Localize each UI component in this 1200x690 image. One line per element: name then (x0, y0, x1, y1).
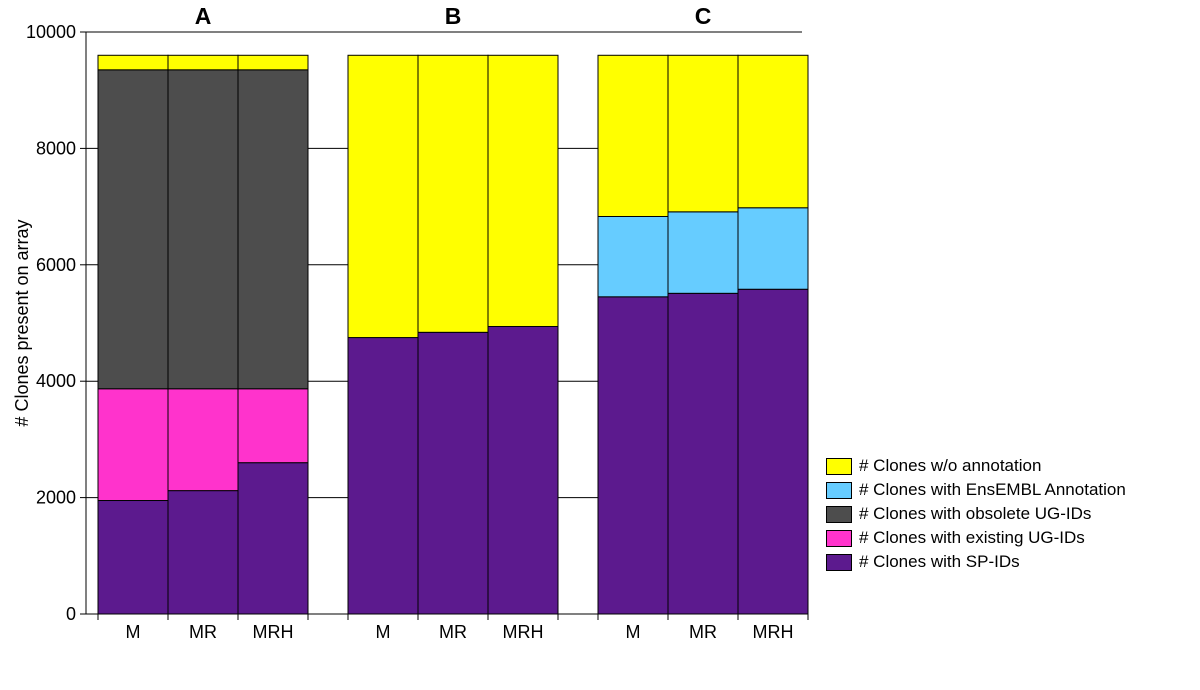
legend-swatch (826, 506, 852, 523)
x-tick-label: M (126, 622, 141, 642)
x-tick-label: M (376, 622, 391, 642)
bar-segment-sp (168, 491, 238, 614)
bar-segment-sp (348, 338, 418, 614)
bar-segment-ug_exist (238, 389, 308, 463)
bar-segment-no_anno (598, 55, 668, 216)
legend-item-no_anno: # Clones w/o annotation (826, 456, 1126, 476)
bar-segment-ug_obs (168, 70, 238, 389)
panel-label: B (445, 3, 462, 29)
x-tick-label: MR (439, 622, 467, 642)
x-tick-label: M (626, 622, 641, 642)
legend-label: # Clones with EnsEMBL Annotation (859, 480, 1126, 500)
bar-segment-sp (418, 332, 488, 614)
y-tick-label: 4000 (36, 371, 76, 391)
bar-segment-ensembl (598, 216, 668, 296)
bar-segment-sp (668, 293, 738, 614)
y-tick-label: 0 (66, 604, 76, 624)
y-tick-label: 8000 (36, 138, 76, 158)
legend-item-ensembl: # Clones with EnsEMBL Annotation (826, 480, 1126, 500)
bar-segment-no_anno (238, 55, 308, 70)
y-axis-title: # Clones present on array (12, 219, 32, 426)
bar-segment-no_anno (418, 55, 488, 332)
bar-segment-no_anno (168, 55, 238, 70)
bar-segment-no_anno (668, 55, 738, 212)
legend-swatch (826, 458, 852, 475)
panel-label: A (195, 3, 212, 29)
bar-segment-ug_exist (168, 389, 238, 491)
x-tick-label: MRH (253, 622, 294, 642)
legend-label: # Clones with obsolete UG-IDs (859, 504, 1091, 524)
legend-label: # Clones w/o annotation (859, 456, 1041, 476)
bar-segment-sp (238, 463, 308, 614)
x-tick-label: MRH (753, 622, 794, 642)
x-tick-label: MR (189, 622, 217, 642)
x-tick-label: MRH (503, 622, 544, 642)
bar-segment-ug_obs (98, 70, 168, 389)
legend-item-ug_exist: # Clones with existing UG-IDs (826, 528, 1126, 548)
legend-item-ug_obs: # Clones with obsolete UG-IDs (826, 504, 1126, 524)
bar-segment-sp (488, 326, 558, 614)
legend-label: # Clones with existing UG-IDs (859, 528, 1085, 548)
bar-segment-sp (598, 297, 668, 614)
panel-label: C (695, 3, 712, 29)
x-tick-label: MR (689, 622, 717, 642)
y-tick-label: 2000 (36, 488, 76, 508)
legend-item-sp: # Clones with SP-IDs (826, 552, 1126, 572)
bar-segment-ug_exist (98, 389, 168, 501)
bar-segment-ug_obs (238, 70, 308, 389)
legend-label: # Clones with SP-IDs (859, 552, 1020, 572)
legend-swatch (826, 482, 852, 499)
clone-annotation-chart: 0 2000 4000 6000 8000 10000 # Clones present o… (0, 0, 1200, 690)
legend-swatch (826, 530, 852, 547)
y-tick-label: 6000 (36, 255, 76, 275)
bar-segment-no_anno (98, 55, 168, 70)
y-tick-label: 10000 (26, 22, 76, 42)
bar-segment-no_anno (738, 55, 808, 207)
bar-segment-sp (738, 289, 808, 614)
bar-segment-sp (98, 501, 168, 614)
legend: # Clones w/o annotation # Clones with Ens… (826, 456, 1126, 576)
bar-segment-ensembl (668, 212, 738, 293)
bar-segment-no_anno (348, 55, 418, 337)
legend-swatch (826, 554, 852, 571)
bar-segment-ensembl (738, 208, 808, 289)
bar-segment-no_anno (488, 55, 558, 326)
